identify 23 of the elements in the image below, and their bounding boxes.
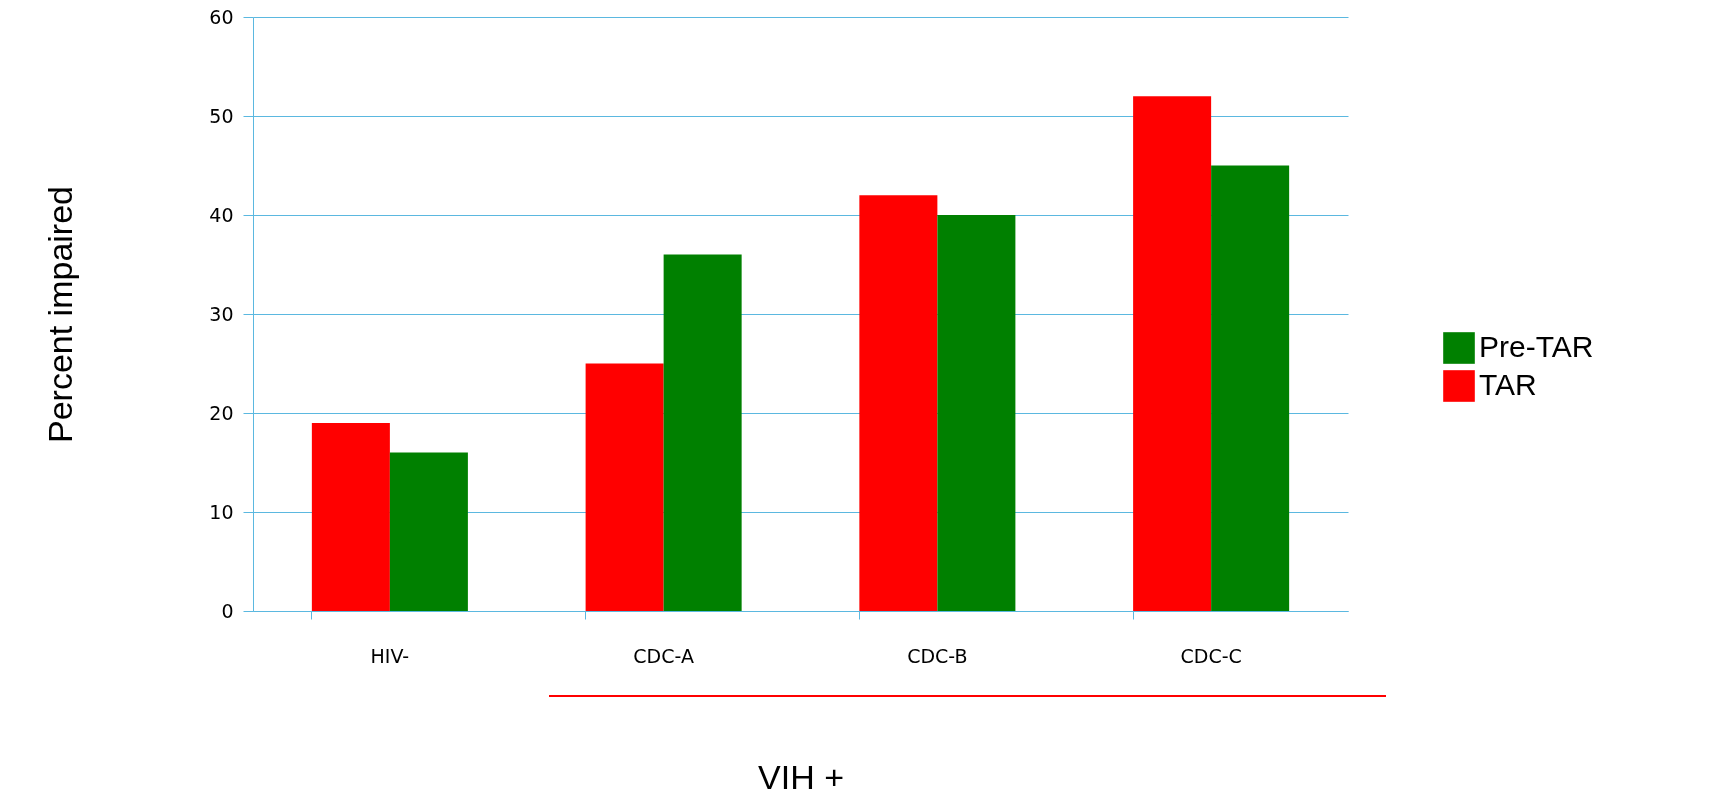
y-axis-title: Percent impaired bbox=[41, 185, 80, 444]
y-tick-label: 40 bbox=[209, 203, 234, 226]
x-tick-label: CDC-C bbox=[1180, 644, 1242, 667]
bar bbox=[311, 422, 390, 611]
x-tick-label: HIV- bbox=[370, 644, 410, 667]
y-tick-label: 20 bbox=[209, 401, 234, 424]
legend-label: TAR bbox=[1479, 368, 1537, 401]
bar bbox=[585, 363, 664, 611]
y-tick-label: 60 bbox=[209, 5, 234, 28]
bar bbox=[937, 215, 1016, 611]
bar bbox=[1211, 165, 1290, 611]
y-tick-label: 10 bbox=[209, 500, 234, 523]
y-tick-label: 50 bbox=[209, 104, 234, 127]
bar bbox=[389, 452, 468, 611]
y-tick-label: 0 bbox=[221, 599, 234, 622]
bar bbox=[663, 254, 742, 611]
y-tick-label: 30 bbox=[209, 302, 234, 325]
bar bbox=[1133, 96, 1212, 611]
bar bbox=[859, 195, 938, 611]
x-tick-label: CDC-B bbox=[907, 644, 968, 667]
x-tick-label: CDC-A bbox=[633, 644, 694, 667]
legend-label: Pre-TAR bbox=[1479, 330, 1594, 363]
x-axis-title: VIH + bbox=[758, 757, 844, 794]
